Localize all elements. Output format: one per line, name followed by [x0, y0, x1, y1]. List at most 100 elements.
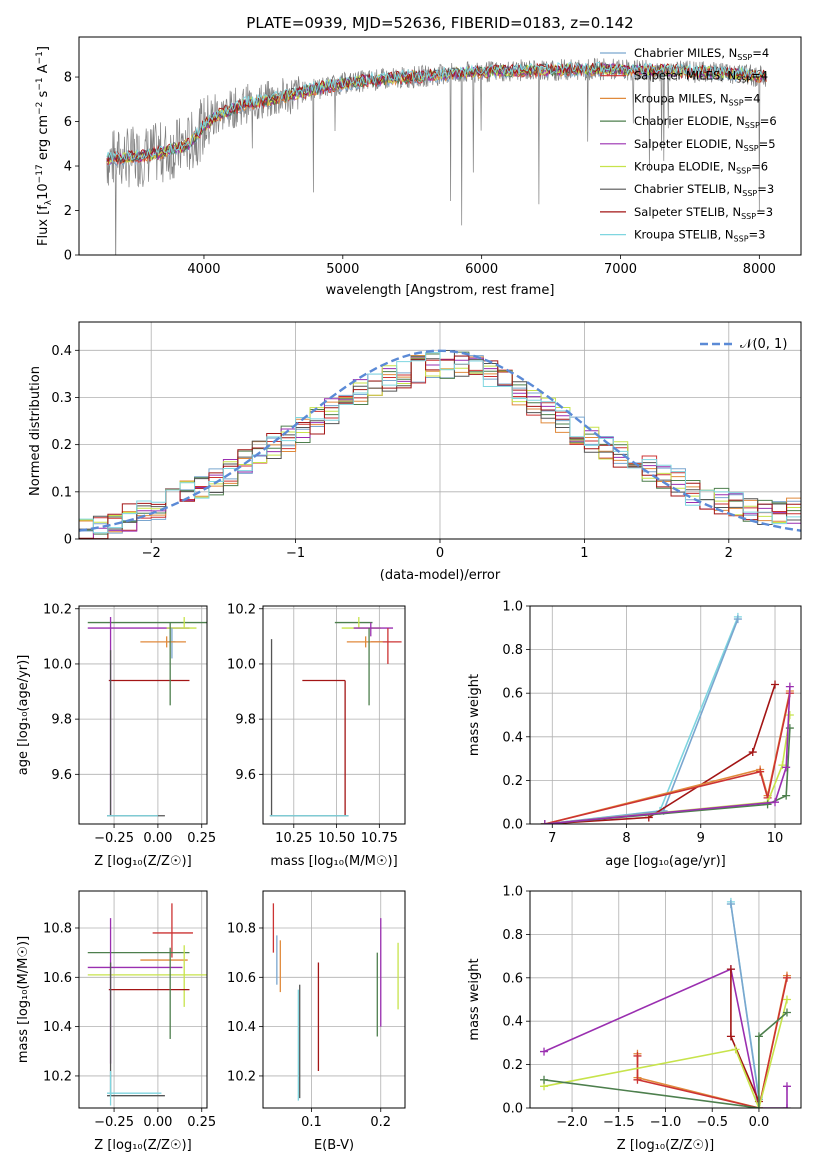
y-tick-label: 10.6	[43, 971, 72, 986]
mass_vs_Z-ylabel: mass [log₁₀(M/M☉)]	[16, 936, 31, 1063]
weight-line	[544, 714, 791, 824]
x-tick-label: 0.00	[143, 831, 172, 846]
mass_vs_ebv-panel: 0.1 0.2 10.2 10.4 10.6 10.8 E(B-V)	[227, 890, 406, 1153]
spectrum-xlabel: wavelength [Angstrom, rest frame]	[326, 283, 555, 298]
axes-frame	[78, 890, 208, 1109]
weight_vs_Z-panel: −2.0 −1.5 −1.0 −0.5 0.0 0.0 0.2 0.4 0.6 0.8 1.0 Z […	[467, 885, 802, 1153]
legend-entry: Kroupa ELODIE, NSSP=6	[634, 160, 768, 176]
histogram-step	[79, 352, 801, 539]
residuals-panel: −2 −1 0 1 2 0 0.1 0.2 0.3 0.4 (data-model)/error No…	[28, 321, 802, 583]
legend-name: Kroupa MILES, N	[634, 91, 729, 105]
x-tick-label: −1.0	[650, 1115, 682, 1130]
weight_vs_Z-xlabel: Z [log₁₀(Z/Z☉)]	[617, 1138, 714, 1153]
legend-name: Salpeter ELODIE, N	[634, 137, 744, 151]
y-tick-label: 0.2	[51, 438, 72, 453]
legend-sub: SSP	[742, 189, 757, 198]
age_vs_mass-panel: 10.25 10.50 10.75 9.6 9.8 10.0 10.2 mass [log₁₀…	[227, 602, 406, 869]
y-tick-label: 9.6	[51, 768, 72, 783]
x-tick-label: 7000	[604, 262, 637, 277]
weight-marker	[633, 1075, 642, 1084]
axes-frame	[262, 890, 406, 1109]
x-tick-label: −0.25	[94, 831, 134, 846]
axes-frame	[78, 36, 802, 256]
legend-sub: SSP	[737, 53, 752, 62]
y-tick-label: 0.0	[502, 818, 523, 833]
legend-name: Chabrier ELODIE, N	[634, 114, 745, 128]
ylabel-part: ]	[36, 46, 51, 51]
x-tick-label: 0.2	[370, 1115, 391, 1130]
x-tick-label: 8	[622, 831, 630, 846]
x-tick-label: 10.25	[275, 831, 312, 846]
y-tick-label: 0	[64, 249, 72, 264]
y-tick-label: 10.0	[43, 657, 72, 672]
y-tick-label: 0.0	[502, 1102, 523, 1117]
axes-frame	[78, 605, 208, 825]
y-tick-label: 9.8	[51, 713, 72, 728]
mass_vs_Z-xlabel: Z [log₁₀(Z/Z☉)]	[94, 1138, 191, 1153]
y-tick-label: 10.2	[227, 1069, 256, 1084]
ylabel-part: erg cm	[36, 115, 51, 164]
weight_vs_age-ylabel: mass weight	[467, 674, 482, 756]
age_vs_mass-xlabel: mass [log₁₀(M/M☉)]	[270, 854, 397, 869]
ylabel-part: −1	[35, 77, 45, 90]
weight_vs_age-plot-area	[540, 612, 794, 824]
weight-marker	[726, 1032, 735, 1041]
age_vs_Z-xlabel: Z [log₁₀(Z/Z☉)]	[94, 854, 191, 869]
y-tick-label: 0.8	[502, 928, 523, 943]
legend-value: =3	[749, 228, 766, 242]
y-tick-label: 6	[64, 115, 72, 130]
legend-entry: Salpeter STELIB, NSSP=3	[634, 205, 773, 221]
ylabel-part: s	[36, 90, 51, 101]
legend-value: =3	[757, 182, 774, 196]
weight-marker	[748, 748, 757, 757]
y-tick-label: 0.2	[502, 774, 523, 789]
x-tick-label: 0.00	[143, 1115, 172, 1130]
residuals-xlabel: (data-model)/error	[380, 568, 501, 583]
legend-entry: Kroupa STELIB, NSSP=3	[634, 228, 765, 244]
legend-name: Salpeter STELIB, N	[634, 205, 741, 219]
legend-value: =4	[744, 91, 761, 105]
ylabel-part: −2	[35, 102, 45, 115]
y-tick-label: 10.8	[227, 921, 256, 936]
weight-marker	[540, 820, 549, 824]
weight_vs_age-xlabel: age [log₁₀(age/yr)]	[605, 854, 726, 869]
legend-sub: SSP	[729, 98, 744, 107]
weight-marker	[754, 1104, 763, 1108]
mass_vs_ebv-xlabel: E(B-V)	[314, 1138, 354, 1153]
y-tick-label: 1.0	[502, 600, 523, 615]
legend-sub: SSP	[734, 235, 749, 244]
legend-name: Chabrier MILES, N	[634, 46, 737, 60]
y-tick-label: 0.3	[51, 391, 72, 406]
weight-marker	[782, 995, 791, 1004]
x-tick-label: 6000	[465, 262, 498, 277]
y-tick-label: 0.8	[502, 643, 523, 658]
x-tick-label: 10.50	[318, 831, 355, 846]
weight-line	[543, 967, 788, 1108]
weight-marker	[731, 1045, 740, 1054]
y-tick-label: 0.1	[51, 485, 72, 500]
x-tick-label: 10	[767, 831, 784, 846]
x-tick-label: 7	[548, 831, 556, 846]
legend-entry: Kroupa MILES, NSSP=4	[634, 91, 760, 107]
ylabel-part: −17	[35, 164, 45, 183]
y-tick-label: 0	[64, 533, 72, 548]
weight-marker	[726, 965, 735, 974]
weight-line	[543, 1011, 788, 1108]
legend-entry: Chabrier MILES, NSSP=4	[634, 46, 769, 62]
weight-marker	[754, 1032, 763, 1041]
legend-value: =6	[751, 160, 768, 174]
model-spectrum-line	[106, 61, 767, 163]
axes-frame	[262, 605, 406, 825]
legend-sub: SSP	[745, 121, 760, 130]
figure-title: PLATE=0939, MJD=52636, FIBERID=0183, z=0…	[246, 14, 633, 32]
y-tick-label: 0.2	[502, 1058, 523, 1073]
y-tick-label: 10.2	[43, 602, 72, 617]
spectrum-plot-area	[106, 57, 767, 255]
mass_vs_Z-plot-area	[87, 903, 207, 1106]
legend-sub: SSP	[736, 76, 751, 85]
ylabel-part: Flux [f	[36, 205, 51, 246]
weight-marker	[733, 615, 742, 624]
y-tick-label: 10.0	[227, 657, 256, 672]
age_vs_Z-ylabel: age [log₁₀(age/yr)]	[16, 655, 31, 776]
legend-name: Kroupa STELIB, N	[634, 228, 734, 242]
